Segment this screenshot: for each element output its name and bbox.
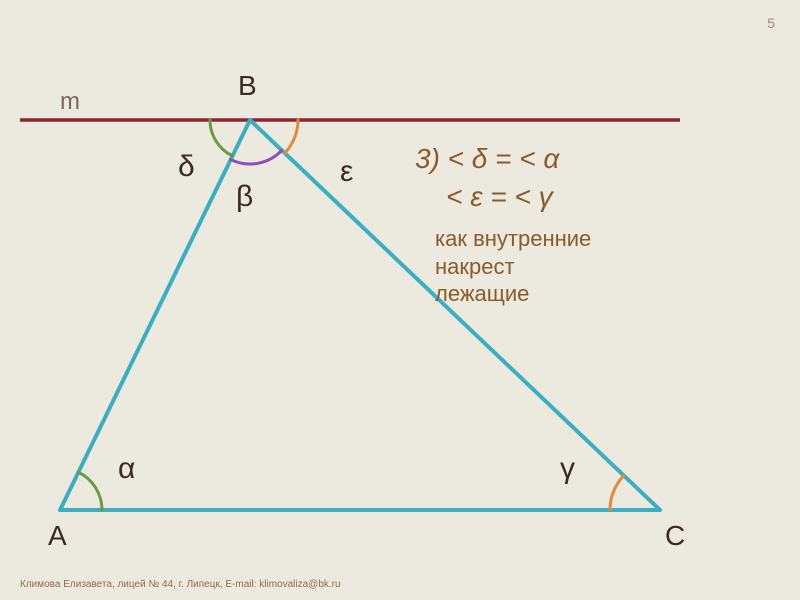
angle-label-gamma: γ — [560, 452, 575, 486]
geometry-diagram — [0, 0, 800, 600]
angle-label-alpha: α — [118, 452, 135, 486]
angle-arc-alpha — [78, 472, 102, 510]
vertex-label-c: C — [665, 520, 685, 552]
reason-line-1: как внутренние — [435, 225, 591, 253]
angle-arc-gamma — [610, 476, 624, 510]
reason-line-2: накрест — [435, 253, 591, 281]
line-label-m: m — [60, 88, 80, 116]
angle-label-beta: β — [236, 180, 253, 214]
equation-line-1: 3) < δ = < α — [415, 140, 559, 178]
footer-text: Климова Елизавета, лицей № 44, г. Липецк… — [20, 579, 341, 590]
angle-label-delta: δ — [178, 150, 195, 184]
vertex-label-a: A — [48, 520, 67, 552]
reason-line-3: лежащие — [435, 280, 591, 308]
page-number: 5 — [767, 15, 775, 31]
angle-arc-beta — [231, 150, 282, 164]
angle-arc-delta — [210, 120, 232, 156]
vertex-label-b: B — [238, 70, 257, 102]
reason-block: как внутренние накрест лежащие — [435, 225, 591, 308]
equation-line-2: < ε = < γ — [415, 178, 559, 216]
angle-label-epsilon: ε — [340, 155, 353, 189]
angle-arc-epsilon — [285, 120, 298, 153]
equation-block: 3) < δ = < α < ε = < γ — [415, 140, 559, 216]
